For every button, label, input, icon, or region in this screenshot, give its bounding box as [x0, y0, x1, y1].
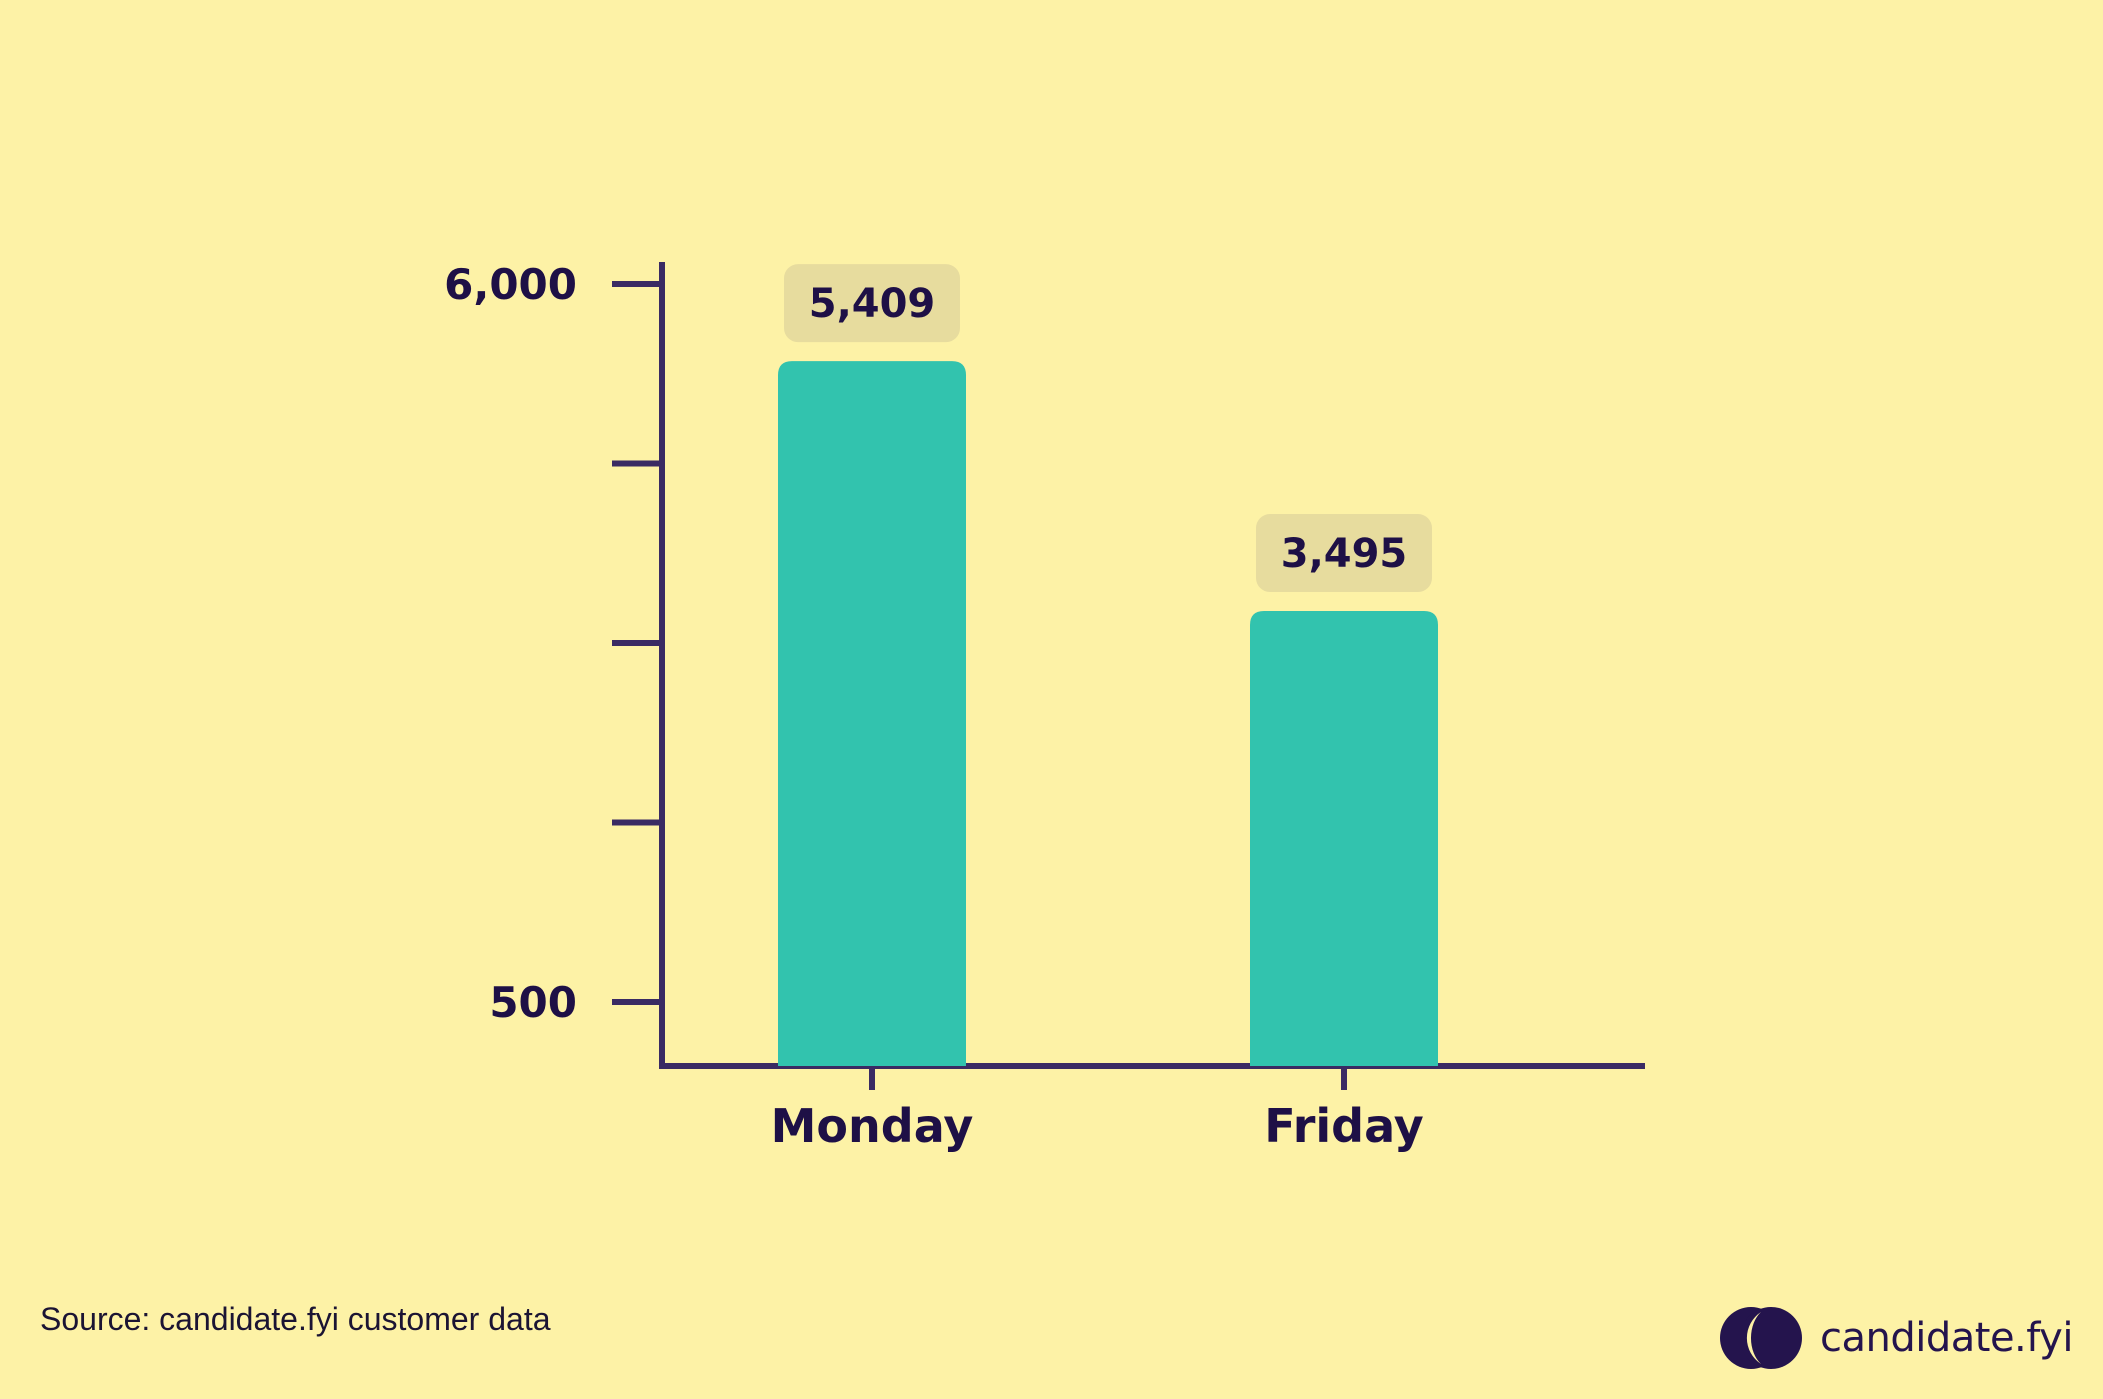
data-label-box: [784, 264, 960, 343]
y-tick-label: 500: [489, 978, 577, 1027]
candidate-fyi-logo-icon: [1720, 1307, 1802, 1369]
data-label: 5,409: [809, 281, 936, 327]
data-label-box: [1256, 514, 1432, 593]
bar: [1250, 611, 1438, 1066]
x-tick-label: Friday: [1264, 1099, 1423, 1153]
data-label: 3,495: [1281, 531, 1408, 577]
x-tick-label: Monday: [771, 1099, 974, 1153]
bar: [778, 361, 966, 1067]
brand-logo: candidate.fyi: [1718, 1305, 2073, 1371]
brand-name: candidate.fyi: [1820, 1315, 2073, 1361]
source-note: Source: candidate.fyi customer data: [40, 1301, 551, 1337]
y-tick-label: 6,000: [444, 260, 577, 309]
